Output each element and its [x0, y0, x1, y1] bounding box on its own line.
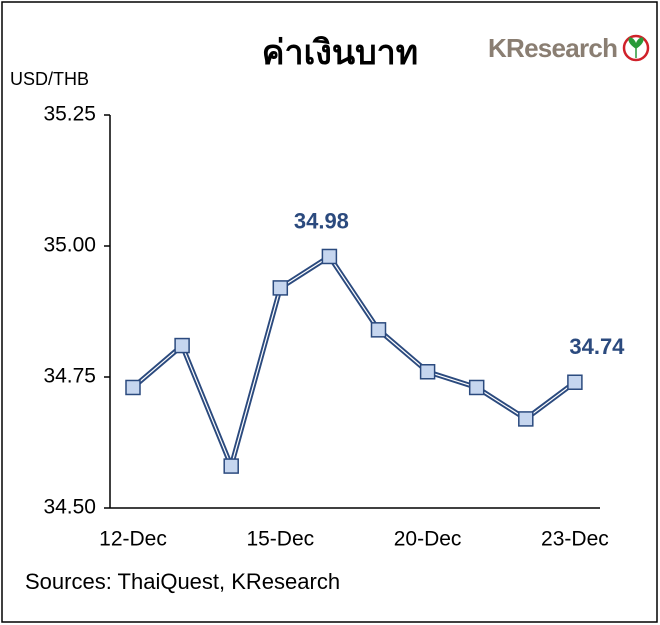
marker	[468, 379, 485, 396]
marker	[272, 280, 289, 296]
y-tick-label: 34.50	[43, 496, 96, 519]
x-tick-label: 23-Dec	[541, 528, 609, 551]
marker	[321, 248, 338, 265]
logo-icon	[622, 34, 650, 62]
data-label: 34.74	[569, 334, 625, 359]
x-tick-label: 20-Dec	[394, 528, 462, 551]
chart-title: ค่าเงินบาท	[262, 34, 418, 72]
marker	[125, 379, 141, 396]
logo: KResearch	[488, 33, 618, 63]
marker	[174, 337, 190, 354]
marker	[370, 322, 387, 338]
marker	[518, 411, 534, 427]
data-label: 34.98	[294, 208, 349, 233]
x-tick-label: 15-Dec	[246, 528, 314, 551]
y-axis-label: USD/THB	[10, 69, 89, 89]
y-tick-label: 35.25	[43, 103, 96, 126]
y-tick-label: 35.00	[43, 234, 96, 257]
x-tick-label: 12-Dec	[99, 528, 167, 551]
source-note: Sources: ThaiQuest, KResearch	[25, 569, 340, 594]
marker	[419, 364, 436, 380]
line-highlight	[132, 255, 576, 467]
y-tick-label: 34.75	[43, 365, 96, 388]
marker	[567, 374, 583, 390]
marker	[223, 458, 239, 474]
